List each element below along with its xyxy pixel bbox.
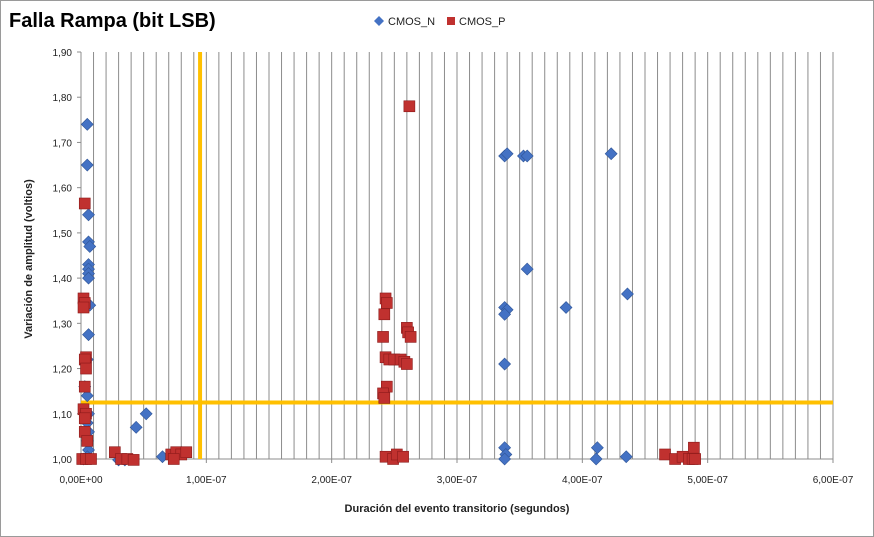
point-cmos-p [109,446,121,459]
point-cmos-n [139,407,153,421]
point-cmos-n [604,147,618,161]
y-tick-label: 1,90 [53,48,73,59]
point-cmos-n [498,307,512,321]
point-cmos-n [498,357,512,371]
y-tick-label: 1,20 [53,365,73,376]
x-tick-label: 2,00E-07 [311,475,352,486]
point-cmos-p [403,100,416,113]
point-cmos-n [589,452,603,466]
data-points [76,100,701,467]
y-tick-label: 1,10 [53,410,73,421]
point-cmos-p [127,454,140,466]
point-cmos-n [80,158,94,172]
x-tick-label: 0,00E+00 [59,475,103,486]
x-tick-label: 4,00E-07 [562,475,603,486]
point-cmos-n [82,271,95,285]
point-cmos-p [381,297,393,309]
point-cmos-p [659,448,671,461]
point-cmos-n [83,240,97,253]
point-cmos-p [404,331,417,343]
x-tick-label: 1,00E-07 [186,475,227,486]
y-axis-title: Variación de amplitud (voltios) [23,179,35,339]
point-cmos-p [378,308,391,321]
y-tick-label: 1,70 [53,138,73,149]
point-cmos-p [78,197,91,210]
point-cmos-p [78,380,91,393]
point-cmos-n [520,262,534,276]
point-cmos-p [80,362,92,375]
y-tick-label: 1,40 [53,274,73,285]
point-cmos-p [377,331,389,343]
x-tick-label: 6,00E-07 [813,475,854,486]
point-cmos-n [559,301,573,314]
point-cmos-n [129,420,143,434]
x-tick-label: 3,00E-07 [437,475,478,486]
point-cmos-p [78,412,91,425]
legend-item-cmos-n: CMOS_N [374,16,435,28]
y-tick-label: 1,50 [53,229,73,240]
legend-label-cmos-p: CMOS_P [459,16,505,28]
y-tick-label: 1,60 [53,184,73,195]
reference-lines [81,52,833,459]
point-cmos-n [619,450,633,464]
point-cmos-p [378,392,391,404]
point-cmos-p [397,450,409,463]
point-cmos-p [167,453,180,465]
legend-item-cmos-p: CMOS_P [447,16,505,28]
point-cmos-p [689,453,701,465]
point-cmos-p [81,435,94,447]
point-cmos-n [80,389,94,403]
point-cmos-n [82,328,95,342]
x-tick-label: 5,00E-07 [687,475,728,486]
legend: CMOS_N CMOS_P [374,16,505,28]
point-cmos-p [85,453,97,465]
legend-label-cmos-n: CMOS_N [388,16,435,28]
point-cmos-p [401,358,413,370]
y-tick-label: 1,80 [53,93,73,104]
legend-marker-cmos-n [374,16,384,26]
y-tick-label: 1,30 [53,319,73,330]
point-cmos-n [82,208,95,222]
point-cmos-p [77,301,90,314]
point-cmos-p [688,441,700,454]
point-cmos-n [520,149,534,163]
point-cmos-n [500,147,514,161]
y-tick-label: 1,00 [53,455,73,466]
point-cmos-p [180,446,193,459]
point-cmos-n [590,441,604,455]
grid [93,52,834,459]
x-axis-title: Duración del evento transitorio (segundo… [345,503,570,515]
point-cmos-n [621,287,634,301]
point-cmos-n [80,117,94,131]
tick-labels: 1,00 1,10 1,20 1,30 1,40 1,50 1,60 1,70 1,80 1,90… [53,48,854,486]
point-cmos-n [498,452,512,466]
chart-title: Falla Rampa (bit LSB) [9,10,216,32]
legend-marker-cmos-p [447,17,455,25]
